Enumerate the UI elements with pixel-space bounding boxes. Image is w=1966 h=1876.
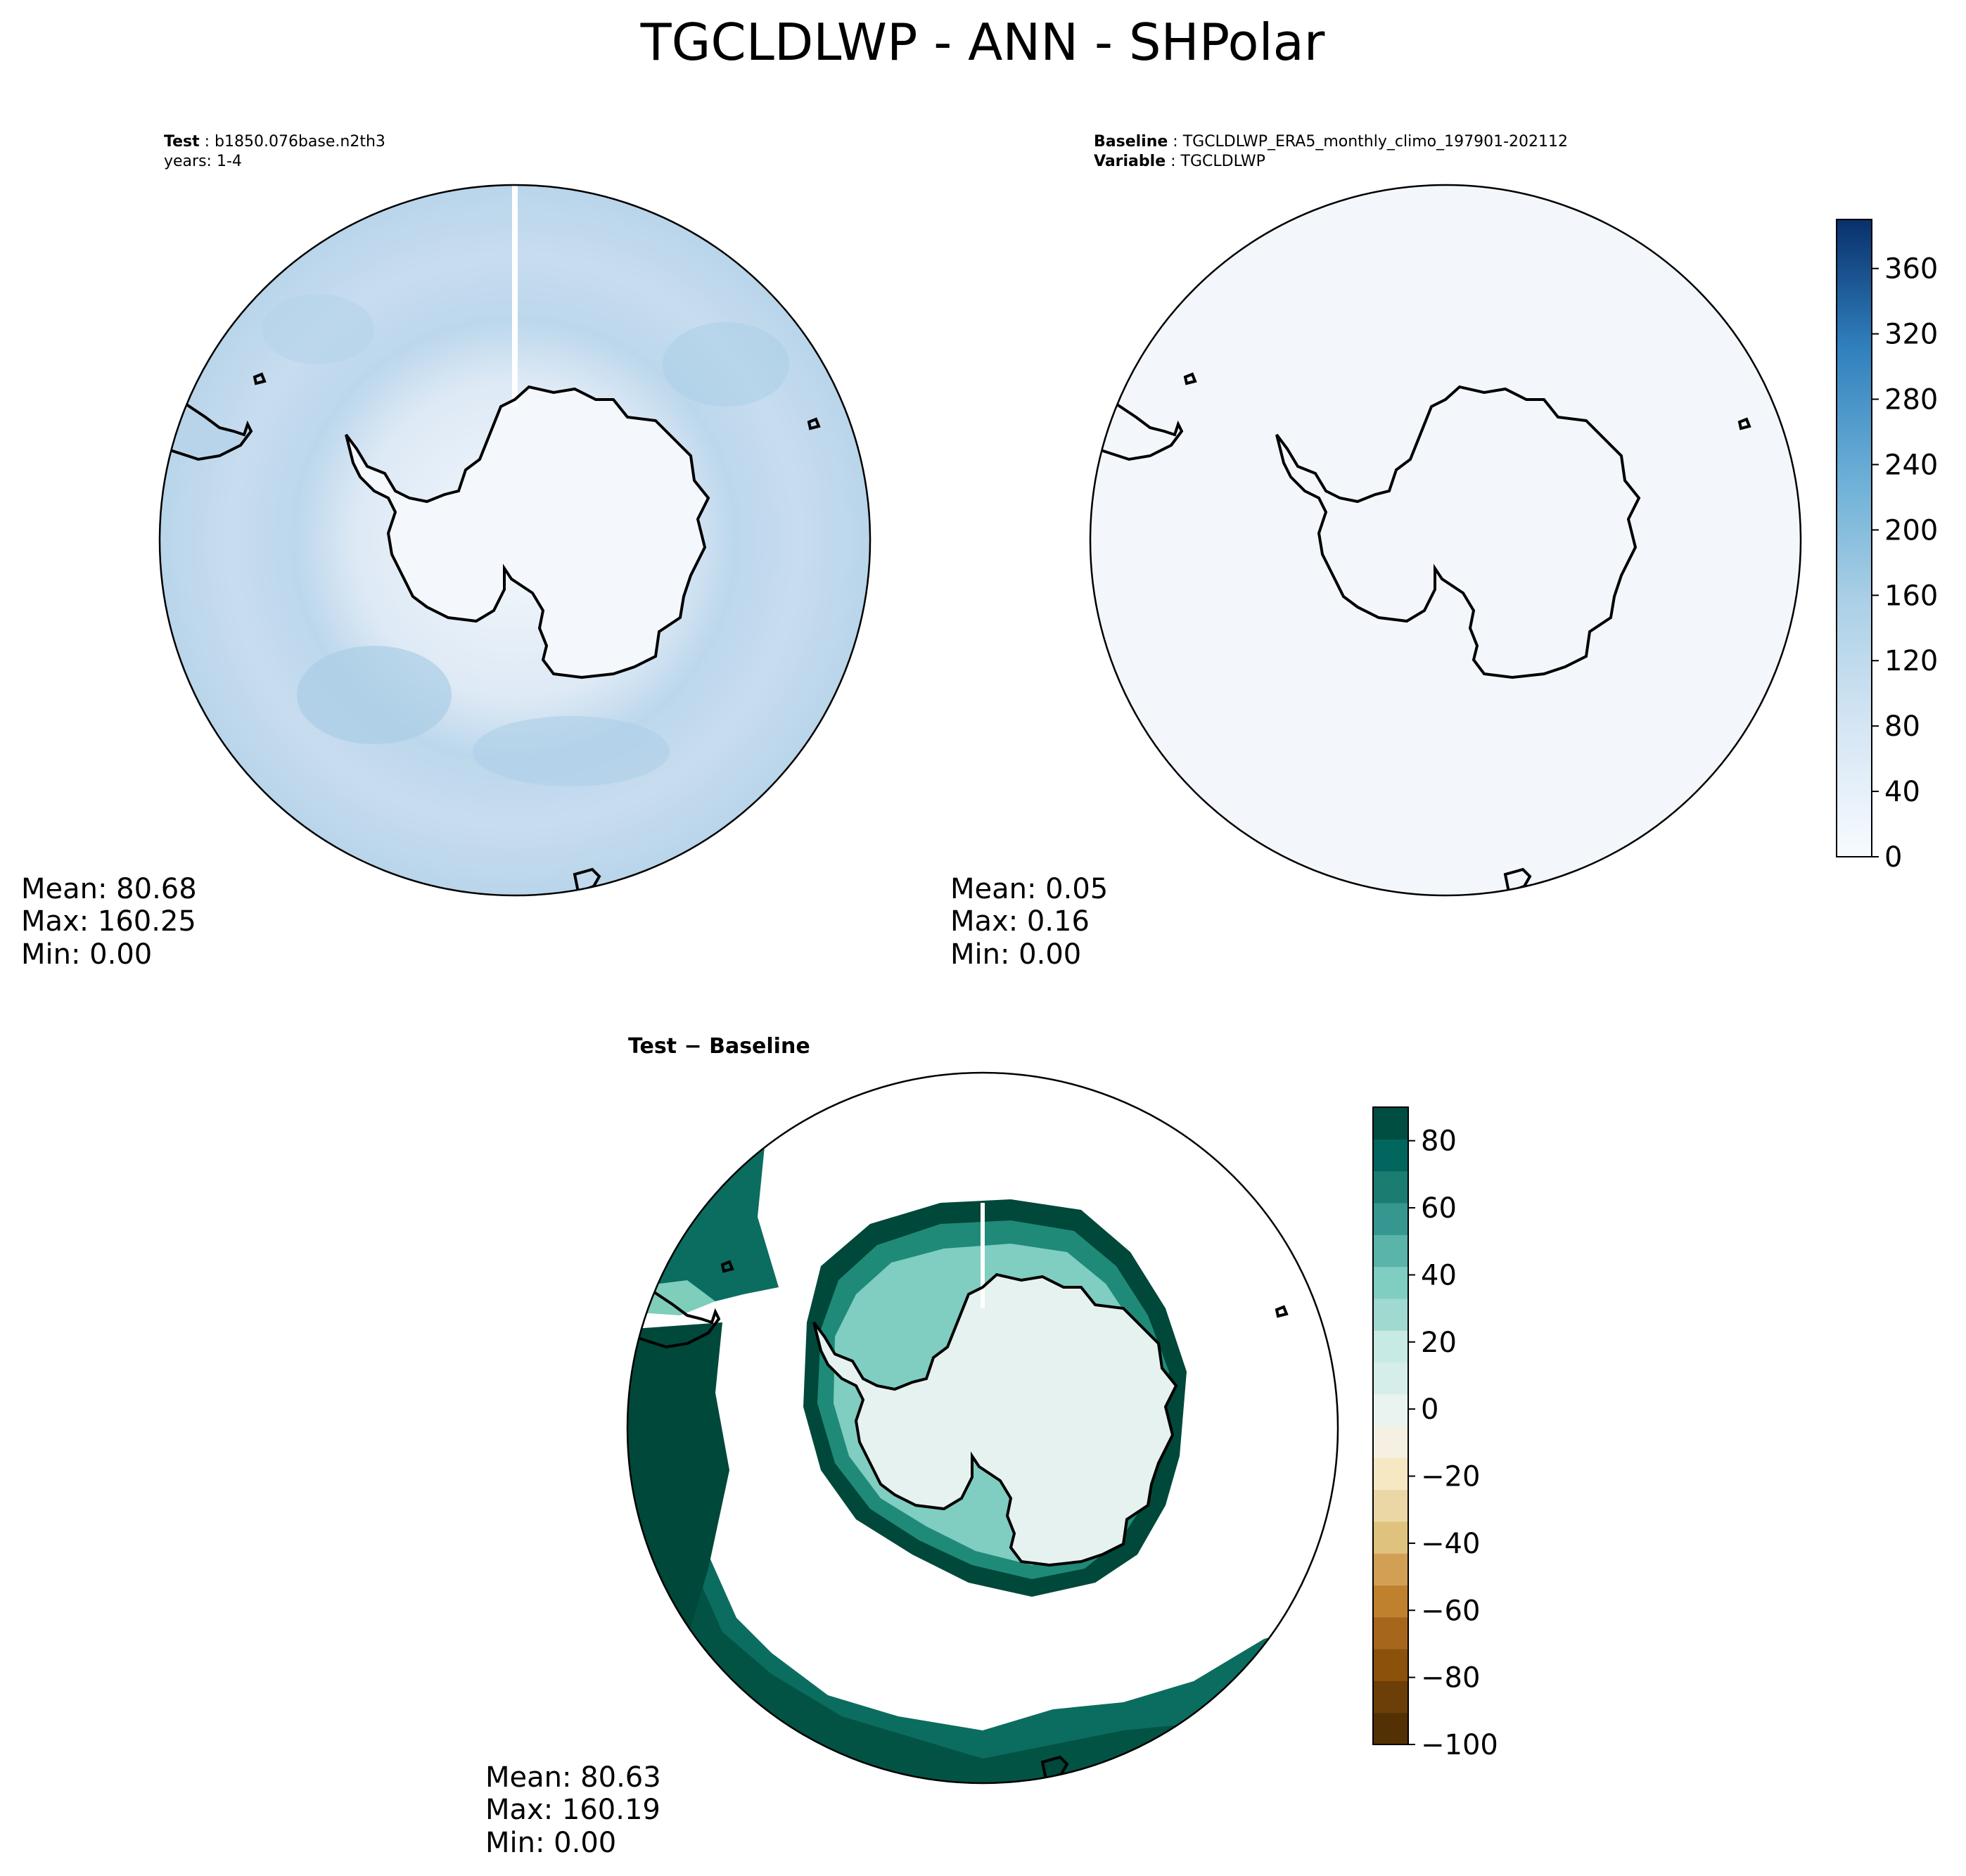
brbg-colorbar-frame — [1372, 1106, 1409, 1745]
baseline-field — [1090, 185, 1801, 895]
brbg-colorbar-segment — [1373, 1298, 1408, 1331]
diff-band-nw — [627, 1073, 779, 1308]
blues-tick-label: 280 — [1884, 384, 1938, 416]
brbg-colorbar-segment — [1373, 1266, 1408, 1299]
blues-tick-label: 80 — [1884, 710, 1920, 743]
brbg-colorbar-segment — [1373, 1489, 1408, 1522]
diff-seam — [981, 1203, 985, 1308]
test-panel: Test : b1850.076base.n2th3 years: 1-4 Me… — [21, 133, 872, 971]
baseline-mean: Mean: 0.05 — [950, 873, 1108, 905]
test-patch — [473, 716, 670, 786]
brbg-colorbar-segment — [1373, 1393, 1408, 1427]
brbg-tick-label: −100 — [1421, 1729, 1498, 1761]
blues-colorbar-bar — [1836, 219, 1872, 857]
brbg-colorbar-segment — [1373, 1585, 1408, 1618]
blues-tick-label: 160 — [1884, 580, 1938, 612]
diff-band-south-deep — [627, 1470, 1338, 1783]
brbg-colorbar-segment — [1373, 1680, 1408, 1714]
blues-tick-label: 0 — [1884, 841, 1902, 874]
test-mean: Mean: 80.68 — [21, 873, 197, 905]
test-min: Min: 0.00 — [21, 938, 152, 971]
brbg-colorbar-segment — [1373, 1553, 1408, 1586]
blues-tick-label: 120 — [1884, 645, 1938, 677]
brbg-colorbar-segment — [1373, 1170, 1408, 1204]
diff-mean: Mean: 80.63 — [485, 1761, 661, 1794]
brbg-colorbar-segment — [1373, 1616, 1408, 1650]
blues-colorbar-ticks: 0 40 80 120 160 200 240 280 320 360 — [1872, 253, 1938, 874]
brbg-tick-label: 60 — [1421, 1192, 1457, 1225]
blues-tick-label: 360 — [1884, 253, 1938, 286]
brbg-tick-label: −80 — [1421, 1662, 1480, 1695]
brbg-tick-label: −20 — [1421, 1461, 1480, 1493]
brbg-colorbar-segment — [1373, 1457, 1408, 1491]
brbg-colorbar-segment — [1373, 1107, 1408, 1140]
brbg-tick-label: 0 — [1421, 1393, 1438, 1426]
brbg-tick-label: 80 — [1421, 1125, 1457, 1158]
baseline-min: Min: 0.00 — [950, 938, 1081, 971]
blues-tick-label: 40 — [1884, 776, 1920, 808]
diff-map-frame — [626, 1071, 1339, 1785]
figure-title: TGCLDLWP - ANN - SHPolar — [640, 13, 1325, 72]
brbg-colorbar-segment — [1373, 1362, 1408, 1395]
test-patch — [663, 322, 789, 407]
brbg-colorbar-segment — [1373, 1234, 1408, 1268]
baseline-map-frame — [1089, 184, 1802, 897]
baseline-map — [1089, 184, 1802, 897]
brbg-colorbar-segment — [1373, 1139, 1408, 1172]
brbg-tick-label: 20 — [1421, 1327, 1457, 1359]
diff-max: Max: 160.19 — [485, 1794, 660, 1826]
baseline-label: Baseline : TGCLDLWP_ERA5_monthly_climo_1… — [1094, 133, 1568, 151]
brbg-colorbar-ticks: −100 −80 −60 −40 −20 0 20 40 60 80 — [1408, 1125, 1498, 1761]
brbg-colorbar-segment — [1373, 1330, 1408, 1363]
test-map — [158, 184, 872, 897]
test-patch — [262, 294, 374, 364]
brbg-colorbar-segment — [1373, 1202, 1408, 1235]
test-label: Test : b1850.076base.n2th3 — [164, 133, 385, 151]
test-seam — [512, 185, 518, 407]
diff-panel: Test − Baseline — [485, 1034, 1498, 1859]
brbg-tick-label: 40 — [1421, 1259, 1457, 1291]
blues-tick-label: 320 — [1884, 319, 1938, 351]
test-years: years: 1-4 — [164, 153, 242, 170]
test-patch — [297, 646, 452, 744]
blues-tick-label: 240 — [1884, 449, 1938, 481]
baseline-variable: Variable : TGCLDLWP — [1094, 153, 1265, 170]
blues-colorbar: 0 40 80 120 160 200 240 280 320 360 — [1836, 219, 1938, 874]
brbg-colorbar-bar — [1373, 1107, 1408, 1745]
diff-map — [626, 1071, 1339, 1785]
brbg-colorbar-segment — [1373, 1712, 1408, 1745]
brbg-tick-label: −60 — [1421, 1595, 1480, 1627]
diff-min: Min: 0.00 — [485, 1827, 616, 1859]
brbg-colorbar-segment — [1373, 1649, 1408, 1681]
blues-tick-label: 200 — [1884, 514, 1938, 547]
baseline-panel: Baseline : TGCLDLWP_ERA5_monthly_climo_1… — [950, 133, 1938, 971]
test-max: Max: 160.25 — [21, 905, 196, 938]
brbg-tick-label: −40 — [1421, 1528, 1480, 1560]
test-map-frame — [158, 184, 872, 897]
diff-title: Test − Baseline — [628, 1034, 810, 1059]
brbg-colorbar-segment — [1373, 1521, 1408, 1554]
brbg-colorbar: −100 −80 −60 −40 −20 0 20 40 60 80 — [1372, 1106, 1498, 1761]
baseline-max: Max: 0.16 — [950, 905, 1090, 938]
brbg-colorbar-segment — [1373, 1426, 1408, 1458]
